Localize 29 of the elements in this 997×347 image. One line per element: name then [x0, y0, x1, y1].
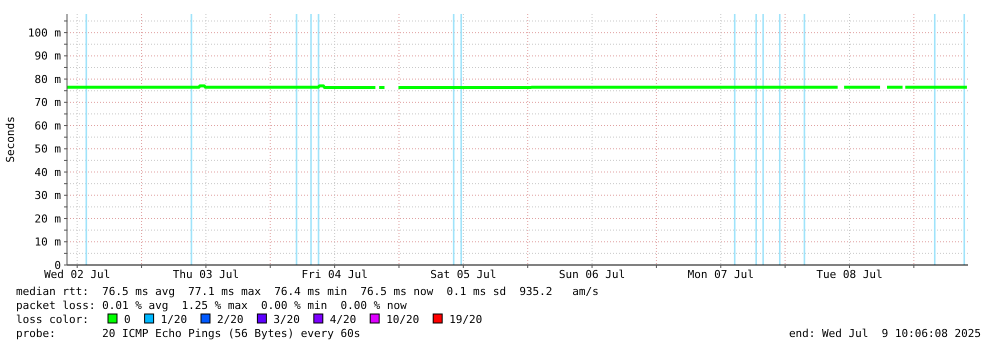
y-tick-label: 20 m: [34, 212, 62, 226]
y-axis-title: Seconds: [4, 116, 17, 163]
text: packet loss: 0.01 % avg 1.25 % max 0.00 % min 0.00 % now: [16, 299, 408, 312]
y-tick-label: 30 m: [34, 189, 62, 202]
y-tick-label: 40 m: [34, 166, 62, 179]
legend-label: 19/20: [449, 313, 482, 326]
x-tick-label: Mon 07 Jul: [688, 268, 754, 281]
x-tick-label: Tue 08 Jul: [816, 268, 883, 281]
legend-label: 10/20: [386, 313, 420, 326]
legend-title: loss color:: [16, 313, 89, 326]
x-tick-label: Thu 03 Jul: [172, 268, 240, 281]
text: median rtt: 76.5 ms avg 77.1 ms max 76.4 ms min 76.5 ms now 0.1 ms sd 935.2 am/s: [16, 285, 599, 298]
legend-label: 1/20: [160, 313, 188, 326]
y-tick-label: 80 m: [34, 72, 62, 86]
text: end: Wed Jul 9 10:06:08 2025: [788, 327, 981, 340]
legend-label: 0: [124, 313, 131, 326]
text: probe: 20 ICMP Echo Pings (56 Bytes) every 60s: [16, 327, 360, 340]
legend-label: 3/20: [273, 313, 300, 326]
x-tick-label: Sat 05 Jul: [430, 268, 496, 281]
y-tick-label: 10 m: [34, 236, 62, 249]
legend-label: 2/20: [217, 313, 244, 326]
legend-label: 4/20: [330, 313, 356, 326]
x-tick-label: Fri 04 Jul: [302, 268, 368, 281]
y-tick-label: 60 m: [34, 119, 62, 132]
y-tick-label: 50 m: [34, 142, 62, 156]
x-tick-label: Sun 06 Jul: [558, 268, 626, 281]
y-tick-label: 90 m: [34, 50, 62, 63]
y-tick-label: 70 m: [34, 96, 62, 110]
y-tick-label: 100 m: [28, 26, 62, 40]
